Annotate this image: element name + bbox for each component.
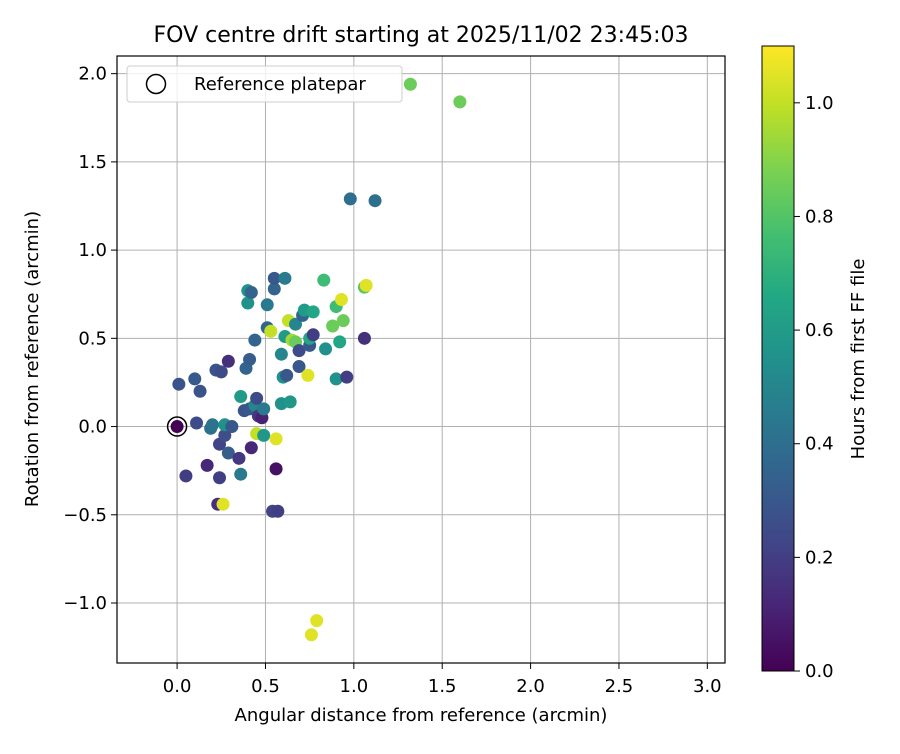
data-point [188, 372, 202, 386]
x-axis-label: Angular distance from reference (arcmin) [235, 705, 608, 726]
data-point [336, 314, 350, 328]
data-point [319, 342, 333, 356]
data-point [274, 347, 288, 361]
data-point [218, 428, 232, 442]
x-tick-label: 3.0 [693, 676, 722, 697]
y-tick-label: 0.5 [78, 328, 107, 349]
data-point [304, 628, 318, 642]
data-point [278, 271, 292, 285]
data-points [170, 77, 467, 642]
colorbar-label: Hours from first FF file [848, 259, 869, 460]
data-point [292, 360, 306, 374]
data-point [453, 95, 467, 109]
data-point [216, 497, 230, 511]
data-point [310, 614, 324, 628]
data-point [243, 353, 257, 366]
data-point [248, 333, 262, 347]
data-point [340, 370, 354, 384]
reference-marker-group [166, 416, 188, 437]
data-point [333, 335, 347, 349]
colorbar-tick-label: 0.6 [805, 320, 834, 341]
colorbar-tick-label: 0.2 [805, 547, 834, 568]
data-point [205, 418, 219, 432]
data-point [306, 328, 320, 342]
data-point [213, 471, 227, 485]
data-point [200, 458, 214, 472]
y-tick-label: −0.5 [63, 505, 107, 526]
data-point [221, 354, 235, 368]
data-point [234, 467, 248, 481]
data-point [260, 298, 274, 312]
y-tick-label: 2.0 [78, 64, 107, 85]
data-point [329, 372, 343, 386]
data-point [334, 293, 348, 307]
data-point [326, 319, 340, 333]
data-point [283, 395, 297, 409]
data-point [250, 391, 264, 405]
colorbar [761, 45, 795, 672]
y-tick-label: 1.0 [78, 240, 107, 261]
data-point [244, 441, 258, 455]
legend-entry-label: Reference platepar [194, 74, 366, 95]
colorbar-tick-label: 0.4 [805, 434, 834, 455]
data-point [232, 451, 246, 465]
data-point [317, 273, 331, 287]
data-point [267, 282, 281, 296]
data-point [221, 446, 235, 460]
x-tick-label: 0.5 [251, 676, 280, 697]
legend-box [126, 65, 403, 103]
data-point [359, 278, 373, 292]
colorbar-tick-label: 0.0 [805, 661, 834, 682]
data-point [264, 324, 278, 338]
data-point [214, 365, 228, 379]
legend: Reference platepar [126, 65, 403, 103]
plot-frame [116, 55, 726, 664]
reference-marker [166, 416, 188, 437]
y-tick-label: 1.5 [78, 152, 107, 173]
colorbar-tick-label: 0.8 [805, 206, 834, 227]
colorbar-tick-label: 1.0 [805, 93, 834, 114]
data-point [357, 331, 371, 345]
data-point [190, 416, 204, 430]
data-point [241, 296, 255, 310]
data-point [193, 384, 207, 398]
data-point [234, 390, 248, 404]
chart-title: FOV centre drift starting at 2025/11/02 … [154, 23, 689, 48]
data-point [271, 504, 285, 518]
data-point [267, 271, 281, 285]
x-tick-label: 0.0 [163, 676, 192, 697]
x-tick-label: 2.5 [605, 676, 634, 697]
data-point [225, 420, 239, 434]
y-tick-label: 0.0 [78, 417, 107, 438]
data-point [269, 432, 283, 446]
colorbar-ticks: 0.0 0.2 0.4 0.6 0.8 1.0 [794, 93, 834, 682]
data-point [343, 192, 357, 206]
data-point [269, 462, 283, 476]
data-point [306, 305, 320, 319]
x-axis-ticks: 0.0 0.5 1.0 1.5 2.0 2.5 3.0 [163, 663, 722, 697]
data-point [244, 285, 258, 299]
y-axis-label: Rotation from reference (arcmin) [22, 211, 43, 507]
x-tick-label: 1.5 [428, 676, 457, 697]
x-tick-label: 1.0 [340, 676, 369, 697]
data-point [289, 317, 303, 331]
x-tick-label: 2.0 [516, 676, 545, 697]
data-point [257, 428, 271, 442]
grid-lines [117, 56, 725, 663]
data-point [179, 469, 193, 483]
data-point [257, 402, 271, 416]
legend-marker [145, 73, 167, 95]
y-tick-label: −1.0 [63, 593, 107, 614]
data-point [170, 420, 184, 434]
data-point [280, 368, 294, 382]
data-point [292, 344, 306, 358]
data-point [172, 377, 186, 391]
y-axis-ticks: −1.0 −0.5 0.0 0.5 1.0 1.5 2.0 [63, 64, 117, 614]
data-point [301, 368, 315, 382]
data-point [403, 77, 417, 91]
data-point [368, 194, 382, 208]
